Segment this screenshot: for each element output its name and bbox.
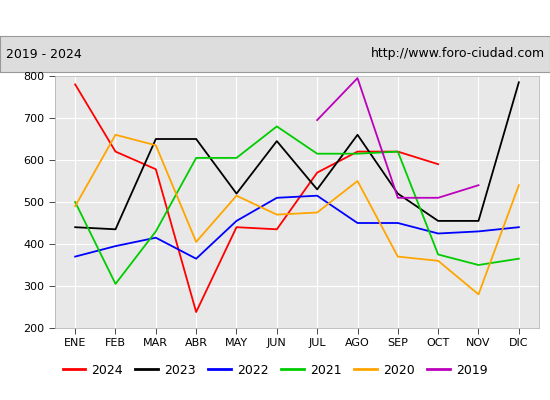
Legend: 2024, 2023, 2022, 2021, 2020, 2019: 2024, 2023, 2022, 2021, 2020, 2019 xyxy=(58,358,492,382)
Text: 2019 - 2024: 2019 - 2024 xyxy=(6,48,81,60)
Text: http://www.foro-ciudad.com: http://www.foro-ciudad.com xyxy=(370,48,544,60)
Text: Evolucion Nº Turistas Nacionales en el municipio de Caudete de las Fuentes: Evolucion Nº Turistas Nacionales en el m… xyxy=(12,11,538,25)
